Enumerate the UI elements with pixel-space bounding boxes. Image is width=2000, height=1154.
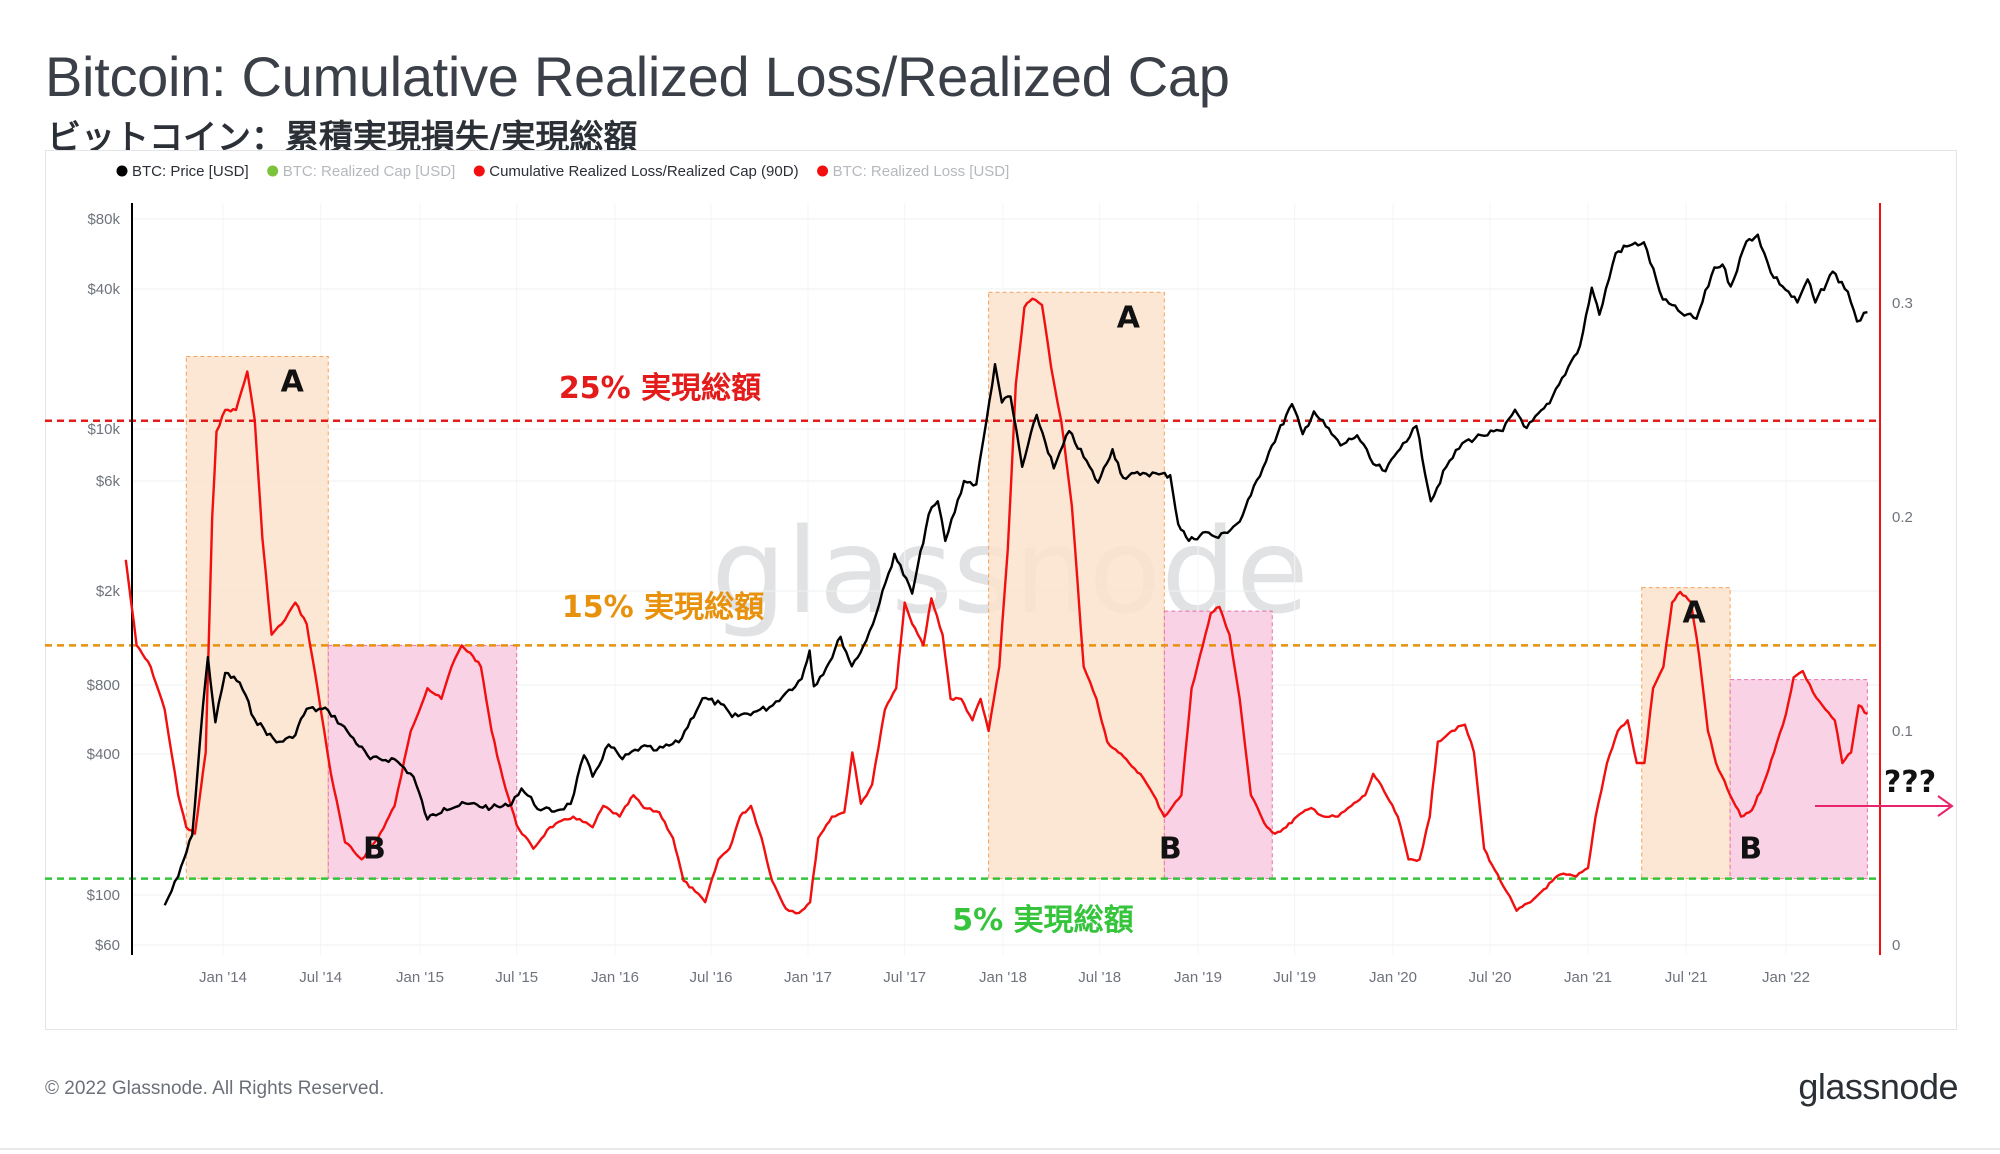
x-tick-label: Jul '15 (495, 969, 538, 986)
x-tick-label: Jul '20 (1469, 969, 1512, 986)
zone-a-box (185, 356, 329, 880)
legend-dot-icon (473, 165, 485, 177)
question-annotation: ??? (1884, 765, 1936, 800)
zone-a-box (988, 291, 1165, 880)
zone-a-label: A (1683, 596, 1707, 631)
y-left-tick-label: $800 (87, 677, 120, 694)
threshold-label: 5% 実現総額 (952, 903, 1133, 938)
x-tick-label: Jan '21 (1564, 969, 1612, 986)
y-right-tick-label: 0.3 (1892, 295, 1913, 312)
zone-b-box (327, 644, 518, 880)
y-left-tick-label: $80k (87, 211, 120, 228)
y-left-tick-label: $400 (87, 746, 120, 763)
y-left-tick-label: $2k (96, 583, 121, 600)
x-tick-label: Jan '17 (784, 969, 832, 986)
x-tick-label: Jul '16 (690, 969, 733, 986)
x-tick-label: Jan '20 (1369, 969, 1417, 986)
glassnode-logo: glassnode (1798, 1066, 1958, 1107)
threshold-label: 15% 実現総額 (562, 590, 764, 625)
zone-b-label: B (363, 832, 386, 867)
zones (185, 291, 1868, 880)
zone-a-box (1641, 587, 1731, 880)
axes: $60 $100 $400 $800 $2k $6k $10k $40k $80k Jan '14… (87, 203, 1913, 986)
threshold-lines (45, 419, 1880, 880)
zone-a-label: A (281, 365, 305, 400)
bottom-divider (0, 1148, 2000, 1150)
x-tick-label: Jul '17 (883, 969, 926, 986)
legend-dot-icon (817, 165, 829, 177)
zone-b-box (1729, 679, 1868, 880)
legend-item[interactable]: BTC: Price [USD] (116, 163, 249, 180)
x-tick-label: Jul '21 (1665, 969, 1708, 986)
ratio-series-line (124, 297, 1868, 915)
y-left-tick-label: $60 (95, 937, 120, 954)
zone-b-label: B (1739, 832, 1762, 867)
zone-a-label: A (1117, 300, 1141, 335)
x-tick-label: Jan '16 (591, 969, 639, 986)
y-right-tick-label: 0 (1892, 937, 1900, 954)
x-tick-label: Jan '19 (1174, 969, 1222, 986)
y-right-tick-label: 0.1 (1892, 723, 1913, 740)
zone-b-label: B (1159, 832, 1182, 867)
threshold-label: 25% 実現総額 (559, 371, 761, 406)
legend-label: Cumulative Realized Loss/Realized Cap (9… (489, 163, 798, 180)
legend-dot-icon (267, 165, 279, 177)
y-left-tick-label: $100 (87, 887, 120, 904)
x-tick-label: Jan '15 (396, 969, 444, 986)
legend-label: BTC: Price [USD] (132, 163, 249, 180)
x-tick-label: Jan '22 (1762, 969, 1810, 986)
legend-item[interactable]: BTC: Realized Loss [USD] (817, 163, 1009, 180)
y-left-tick-label: $40k (87, 281, 120, 298)
series (124, 233, 1868, 915)
annotations: A B A B A B 25% 実現総額 15% 実現総額 5% 実現総額??? (281, 300, 1954, 938)
legend-dot-icon (116, 165, 128, 177)
legend[interactable]: BTC: Price [USD] BTC: Realized Cap [USD] C… (116, 163, 1010, 180)
arrow-head (1937, 795, 1954, 817)
x-tick-label: Jan '14 (199, 969, 247, 986)
y-left-tick-label: $10k (87, 421, 120, 438)
legend-label: BTC: Realized Cap [USD] (283, 163, 456, 180)
y-right-tick-label: 0.2 (1892, 509, 1913, 526)
x-tick-label: Jan '18 (979, 969, 1027, 986)
y-left-tick-label: $6k (96, 473, 121, 490)
x-tick-label: Jul '14 (299, 969, 342, 986)
x-tick-label: Jul '19 (1273, 969, 1316, 986)
chart-title: Bitcoin: Cumulative Realized Loss/Realiz… (45, 45, 1230, 108)
zone-b-box (1163, 610, 1273, 880)
copyright-text: © 2022 Glassnode. All Rights Reserved. (45, 1078, 385, 1099)
legend-label: BTC: Realized Loss [USD] (833, 163, 1010, 180)
legend-item[interactable]: Cumulative Realized Loss/Realized Cap (9… (473, 163, 799, 180)
price-series-line (163, 233, 1868, 906)
legend-item[interactable]: BTC: Realized Cap [USD] (267, 163, 455, 180)
x-tick-label: Jul '18 (1078, 969, 1121, 986)
